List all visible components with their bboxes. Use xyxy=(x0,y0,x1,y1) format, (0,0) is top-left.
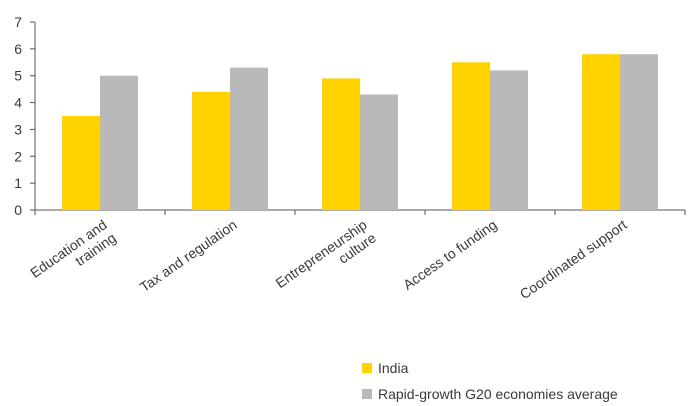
y-tick-label: 2 xyxy=(14,148,22,164)
bar-g20-average xyxy=(230,67,268,211)
bars xyxy=(62,54,658,211)
category-label-line: Tax and regulation xyxy=(137,216,240,295)
bar-g20-average xyxy=(100,75,138,210)
category-label-line: Access to funding xyxy=(400,216,500,292)
y-tick-label: 0 xyxy=(14,202,22,218)
legend-swatch-india xyxy=(362,363,372,373)
y-tick-label: 6 xyxy=(14,41,22,57)
category-labels: Education andtraining Tax and regulation E… xyxy=(27,216,630,304)
category-label: Tax and regulation xyxy=(137,216,240,295)
y-tick-label: 4 xyxy=(14,95,22,111)
legend-label-g20-average: Rapid-growth G20 economies average xyxy=(378,386,618,402)
bar-india xyxy=(62,116,100,210)
y-tick-label: 5 xyxy=(14,68,22,84)
bar-g20-average xyxy=(360,94,398,210)
bar-india xyxy=(192,91,230,210)
category-label-line: Coordinated support xyxy=(517,216,630,302)
legend-swatch-g20-average xyxy=(362,389,372,399)
bar-india xyxy=(582,54,620,210)
category-label: Access to funding xyxy=(400,216,500,292)
legend-label-india: India xyxy=(378,360,409,376)
y-tick-label: 7 xyxy=(14,14,22,30)
bar-g20-average xyxy=(490,70,528,210)
y-axis: 0 1 2 3 4 5 6 7 xyxy=(14,14,36,218)
bar-india xyxy=(322,78,360,211)
category-label: Education andtraining xyxy=(27,216,119,294)
y-tick-label: 3 xyxy=(14,121,22,137)
category-label: Coordinated support xyxy=(517,216,630,302)
x-axis xyxy=(34,209,686,215)
category-label: Entrepreneurshipculture xyxy=(273,216,380,304)
legend: India Rapid-growth G20 economies average xyxy=(362,360,618,402)
y-tick-label: 1 xyxy=(14,175,22,191)
bar-india xyxy=(452,62,490,211)
bar-g20-average xyxy=(620,54,658,210)
